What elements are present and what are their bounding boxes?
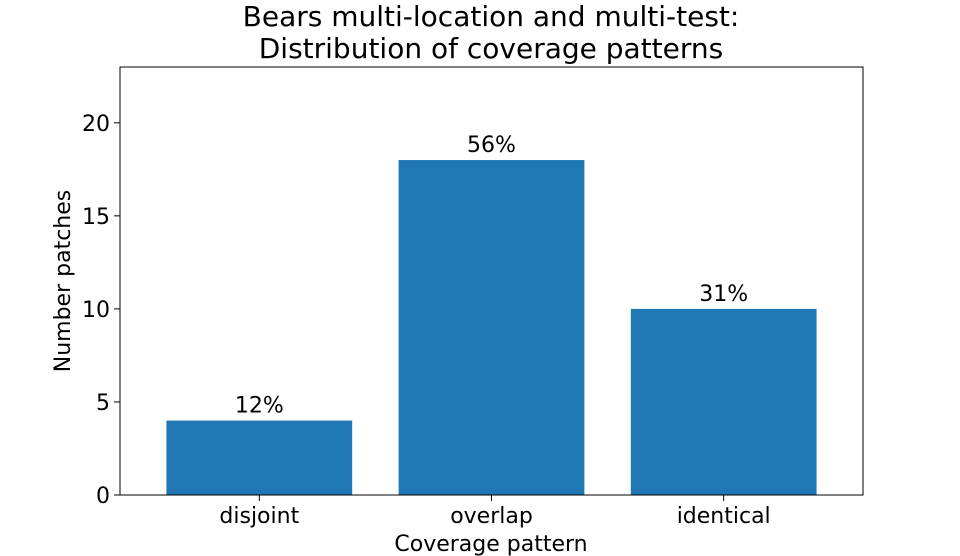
chart-title-line-1: Bears multi-location and multi-test: (243, 0, 740, 33)
x-tick-label-overlap: overlap (450, 504, 533, 529)
bars-group (166, 160, 817, 496)
y-tick-label-15: 15 (82, 205, 110, 230)
y-axis-label: Number patches (51, 190, 76, 372)
bar-disjoint (166, 420, 353, 495)
bar-overlap (398, 160, 585, 496)
plot-frame (119, 66, 864, 496)
bar-identical (630, 308, 817, 495)
y-tick-label-5: 5 (96, 391, 110, 416)
x-axis-ticks: disjoint overlap identical (219, 495, 771, 529)
y-tick-label-10: 10 (82, 298, 110, 323)
x-tick-label-disjoint: disjoint (219, 504, 299, 529)
y-tick-label-0: 0 (96, 484, 110, 509)
data-labels-group: 12% 56% 31% (235, 133, 748, 419)
chart-title-line-2: Distribution of coverage patterns (259, 32, 724, 65)
data-label-overlap: 56% (467, 133, 516, 158)
x-tick-label-identical: identical (677, 504, 771, 529)
y-tick-label-20: 20 (82, 112, 110, 137)
data-label-disjoint: 12% (235, 394, 284, 419)
data-label-identical: 31% (699, 282, 748, 307)
x-axis-label: Coverage pattern (394, 532, 587, 556)
y-axis-ticks: 0 5 10 15 20 (82, 112, 120, 509)
